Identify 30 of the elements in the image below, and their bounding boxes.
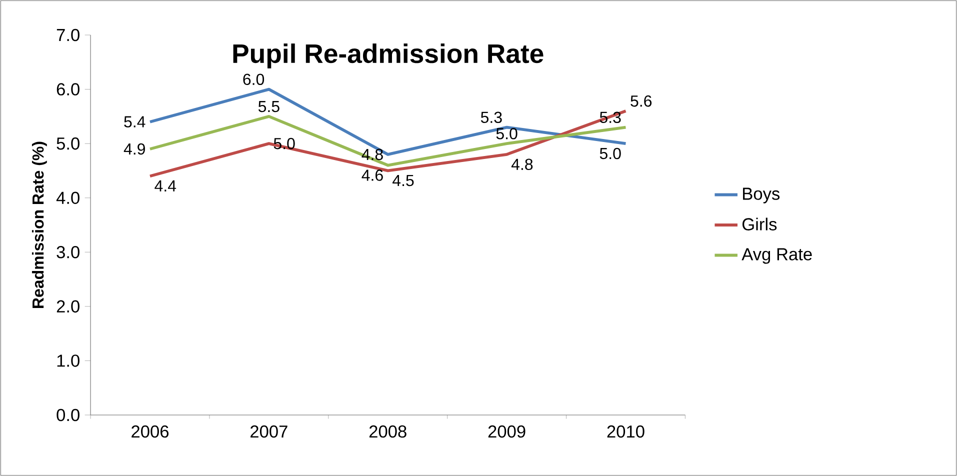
legend-label: Avg Rate — [742, 248, 812, 264]
data-label: 6.0 — [243, 74, 264, 86]
x-tick-label: 2006 — [132, 425, 169, 438]
chart-title: Pupil Re-admission Rate — [233, 44, 544, 68]
data-label: 5.4 — [124, 116, 146, 128]
data-label: 4.8 — [511, 158, 533, 170]
data-label: 4.4 — [154, 180, 176, 192]
data-label: 5.3 — [480, 112, 502, 124]
data-label: 5.0 — [496, 128, 518, 140]
x-tick-label: 2009 — [488, 425, 526, 438]
y-tick-label: 2.0 — [56, 300, 80, 313]
data-label: 5.0 — [600, 148, 621, 160]
y-tick-label: 4.0 — [56, 192, 80, 204]
y-tick-label: 7.0 — [56, 28, 80, 42]
data-label: 4.6 — [362, 170, 383, 181]
x-tick-label: 2007 — [250, 425, 288, 438]
data-label: 5.6 — [630, 95, 652, 107]
y-tick-label: 6.0 — [56, 83, 80, 96]
y-tick-label: 0.0 — [56, 408, 80, 422]
legend-label: Girls — [742, 218, 777, 230]
y-tick-label: 5.0 — [56, 137, 80, 150]
y-tick-label: 1.0 — [57, 354, 80, 367]
data-label: 4.5 — [392, 174, 414, 186]
data-label: 4.9 — [124, 143, 145, 155]
legend-label: Boys — [743, 188, 780, 204]
y-tick-label: 3.0 — [56, 246, 80, 258]
x-tick-label: 2008 — [369, 425, 406, 438]
data-label: 5.5 — [258, 101, 280, 112]
y-axis-title: Readmission Rate (%) — [32, 142, 47, 308]
x-tick-label: 2010 — [607, 425, 644, 438]
